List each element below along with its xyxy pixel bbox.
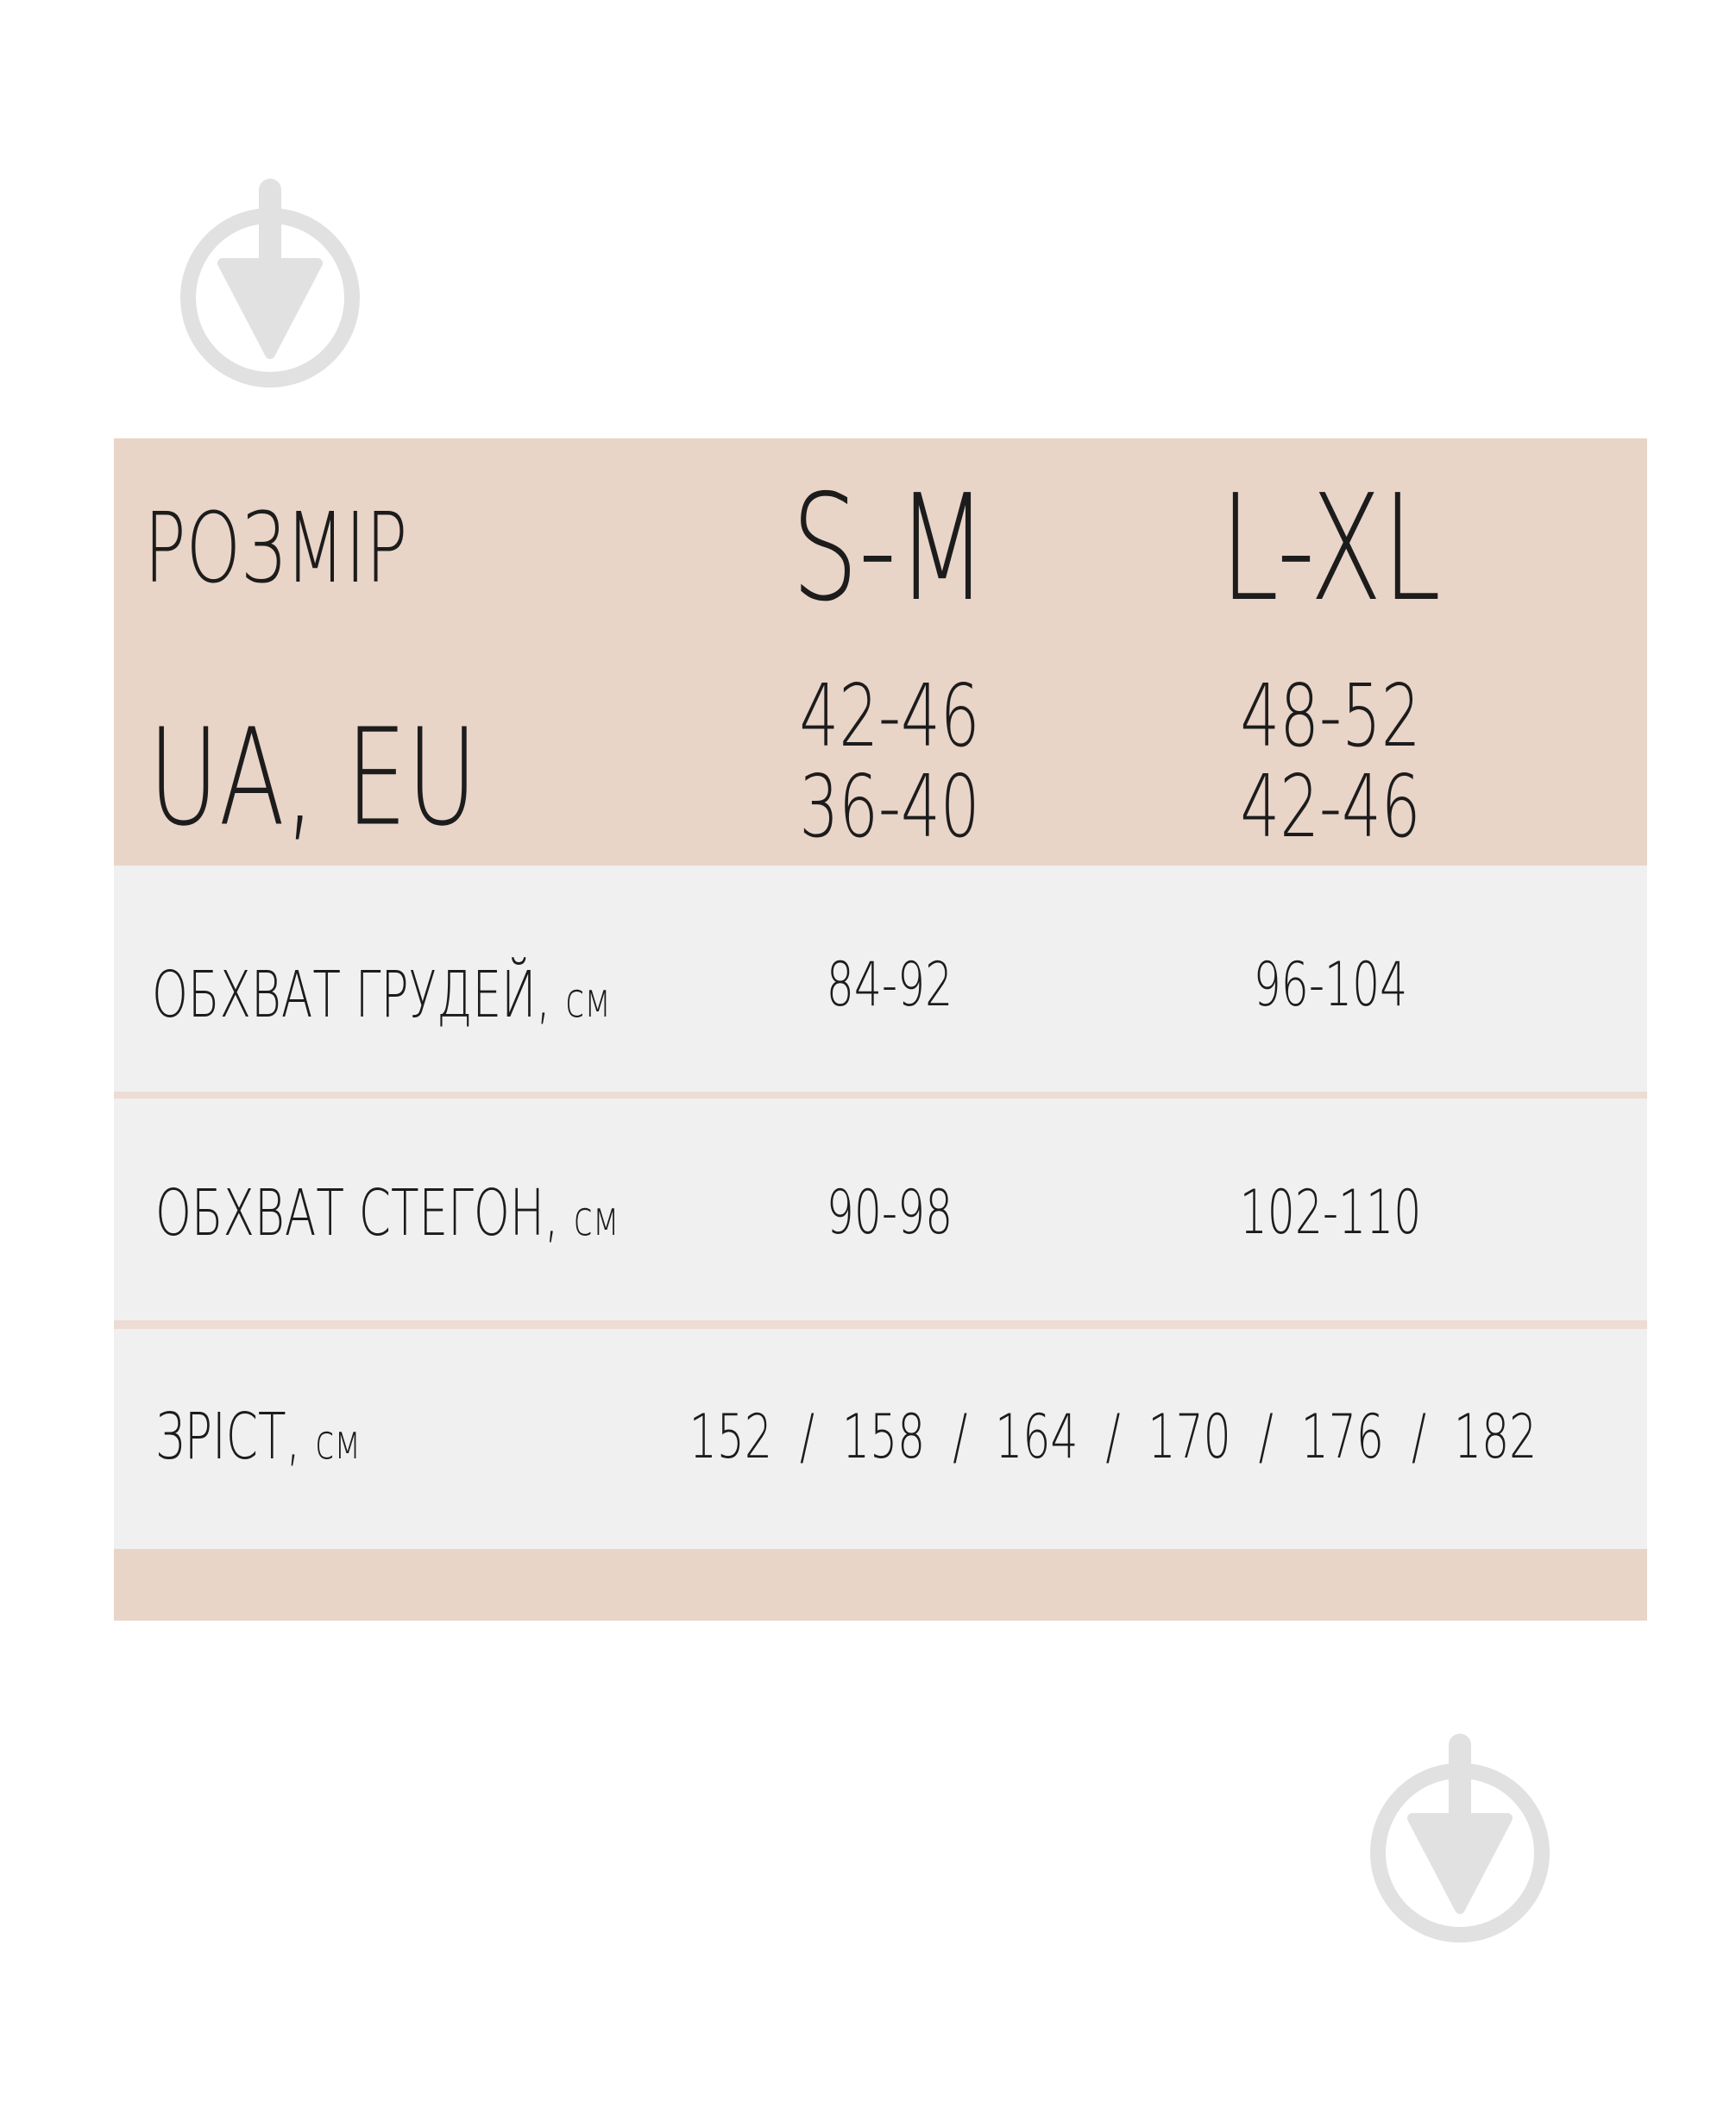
row-unit: см	[565, 973, 611, 1029]
height-values: 152 / 158 / 164 / 170 / 176 / 182	[689, 1401, 1538, 1472]
download-arrow-circle-icon	[180, 179, 360, 387]
height-unit: см	[315, 1414, 361, 1470]
table-header	[114, 438, 1647, 866]
table-row	[114, 1329, 1647, 1549]
height-label: ЗРІСТ, см	[155, 1405, 361, 1469]
size-ua: 42-46	[799, 665, 980, 766]
table-row	[114, 866, 1647, 1092]
row-value: 102-110	[1239, 1177, 1422, 1248]
row-unit: см	[573, 1191, 620, 1247]
row-label-text: ОБХВАТ ГРУДЕЙ,	[152, 958, 551, 1032]
row-value: 96-104	[1253, 949, 1408, 1020]
row-label: ОБХВАТ СТЕГОН, см	[155, 1181, 619, 1245]
height-label-text: ЗРІСТ,	[155, 1400, 301, 1474]
table-row	[114, 1099, 1647, 1320]
row-value: 84-92	[826, 949, 953, 1020]
size-label: РОЗМІР	[144, 493, 408, 605]
download-arrow-circle-icon	[1370, 1734, 1550, 1942]
table-footer	[114, 1549, 1647, 1621]
size-table: РОЗМІР UA, EU S-M L-XL 42-46 36-40 48-52…	[114, 438, 1647, 1621]
region-label: UA, EU	[148, 699, 478, 856]
row-label: ОБХВАТ ГРУДЕЙ, см	[152, 963, 611, 1027]
size-name: L-XL	[1219, 463, 1442, 634]
size-name: S-M	[791, 463, 988, 634]
row-label-text: ОБХВАТ СТЕГОН,	[155, 1176, 559, 1250]
size-eu: 42-46	[1240, 756, 1421, 857]
row-value: 90-98	[826, 1177, 953, 1248]
size-ua: 48-52	[1240, 665, 1421, 766]
size-eu: 36-40	[799, 756, 980, 857]
